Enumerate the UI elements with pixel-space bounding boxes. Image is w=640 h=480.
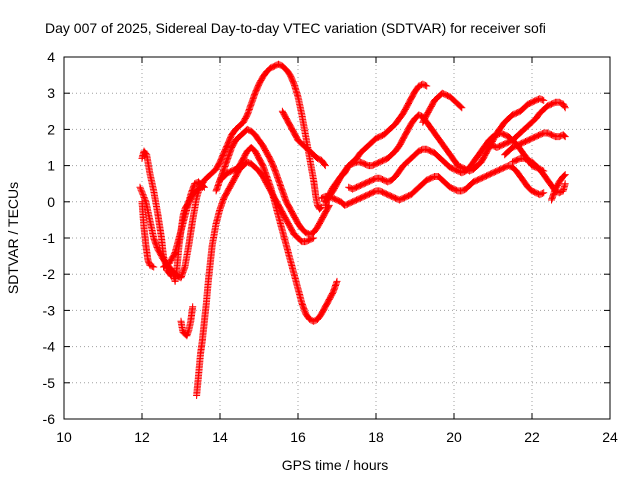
plus-markers bbox=[548, 171, 569, 204]
series-track-8 bbox=[212, 125, 333, 238]
x-tick-label: 18 bbox=[368, 429, 384, 445]
y-axis-label: SDTVAR / TECUs bbox=[5, 182, 21, 294]
y-tick-label: 1 bbox=[47, 158, 55, 174]
plus-markers bbox=[212, 125, 333, 238]
chart-title: Day 007 of 2025, Sidereal Day-to-day VTE… bbox=[45, 20, 546, 36]
plus-markers bbox=[138, 198, 158, 271]
series-track-17 bbox=[501, 129, 569, 159]
series-track-9 bbox=[216, 144, 341, 325]
series-track-16 bbox=[485, 98, 569, 151]
y-tick-label: 0 bbox=[47, 194, 55, 210]
y-tick-label: -3 bbox=[43, 302, 56, 318]
plus-markers bbox=[501, 129, 569, 159]
x-tick-label: 22 bbox=[524, 429, 540, 445]
plus-markers bbox=[345, 129, 548, 193]
y-tick-label: -1 bbox=[43, 230, 56, 246]
series-track-5 bbox=[169, 60, 325, 285]
x-tick-label: 10 bbox=[56, 429, 72, 445]
plus-markers bbox=[317, 162, 548, 209]
plus-markers bbox=[485, 98, 569, 151]
data-points bbox=[136, 60, 569, 399]
x-tick-label: 14 bbox=[212, 429, 228, 445]
y-tick-label: -2 bbox=[43, 266, 56, 282]
y-tick-label: 3 bbox=[47, 85, 55, 101]
x-tick-label: 24 bbox=[602, 429, 618, 445]
y-tick-label: 2 bbox=[47, 121, 55, 137]
series-track-3 bbox=[138, 198, 158, 271]
plus-markers bbox=[177, 303, 197, 340]
plus-markers bbox=[216, 144, 341, 325]
series-track-19 bbox=[548, 171, 569, 204]
y-tick-label: -6 bbox=[43, 411, 56, 427]
y-tick-label: -4 bbox=[43, 339, 56, 355]
x-tick-label: 12 bbox=[134, 429, 150, 445]
series-track-15 bbox=[419, 89, 466, 126]
x-axis-label: GPS time / hours bbox=[282, 457, 389, 473]
x-tick-label: 20 bbox=[446, 429, 462, 445]
y-tick-label: -5 bbox=[43, 375, 56, 391]
y-tick-label: 4 bbox=[47, 49, 55, 65]
plus-markers bbox=[169, 60, 325, 285]
series-track-14 bbox=[345, 129, 548, 193]
series-track-6 bbox=[177, 303, 197, 340]
plus-markers bbox=[419, 89, 466, 126]
plus-markers bbox=[278, 107, 329, 170]
axis-ticks bbox=[63, 56, 611, 420]
series-track-13 bbox=[317, 162, 548, 209]
x-tick-label: 16 bbox=[290, 429, 306, 445]
series-track-10 bbox=[278, 107, 329, 170]
